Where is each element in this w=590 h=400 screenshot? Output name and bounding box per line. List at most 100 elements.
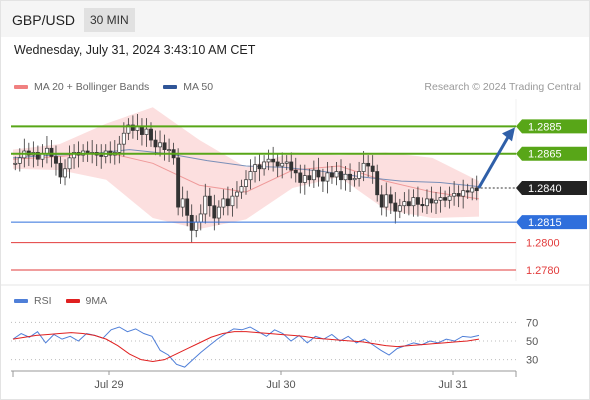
candle-body <box>230 195 235 207</box>
rsi-tick-50: 50 <box>526 336 538 348</box>
candle-body <box>162 142 167 150</box>
candle-body <box>452 193 457 197</box>
candle-body <box>149 128 153 141</box>
candle-body <box>176 157 181 208</box>
level-label-1.2840: 1.2840 <box>528 183 562 195</box>
candle-body <box>139 126 144 135</box>
candle-body <box>235 191 239 197</box>
level-label-1.2885: 1.2885 <box>528 121 562 133</box>
candle-body <box>198 213 203 223</box>
candle-body <box>325 172 330 182</box>
candle-body <box>302 175 307 183</box>
candle-body <box>461 190 466 197</box>
candle-body <box>289 161 294 171</box>
candle-body <box>384 194 389 208</box>
instrument-title: GBP/USD <box>12 12 76 28</box>
candle-body <box>470 187 475 193</box>
candle-body <box>185 198 190 216</box>
level-tag-pivot <box>516 215 587 230</box>
candle-body <box>280 162 285 167</box>
ma9-line <box>12 331 480 363</box>
candle-body <box>429 198 434 204</box>
legend-item-bollinger: MA 20 + Bollinger Bands <box>14 81 149 93</box>
rsi-line <box>12 326 480 368</box>
candle-body <box>266 158 271 163</box>
candle-body <box>411 197 416 207</box>
candle-body <box>212 205 217 219</box>
candle-body <box>311 169 316 181</box>
candle-body <box>225 198 230 207</box>
candle-body <box>121 132 126 145</box>
candle-body <box>447 195 452 201</box>
level-label-1.2865: 1.2865 <box>528 149 562 161</box>
candle-body <box>67 157 72 170</box>
candle-body <box>465 190 470 193</box>
candle-body <box>17 157 22 164</box>
candle-body <box>35 152 40 160</box>
timestamp: Wednesday, July 31, 2024 3:43:10 AM CET <box>14 43 256 57</box>
level-tag-resistance <box>516 146 587 161</box>
candle-body <box>126 124 131 134</box>
rsi-tick-70: 70 <box>526 317 538 329</box>
candle-body <box>320 176 325 182</box>
candle-body <box>216 206 221 219</box>
candle-body <box>153 139 158 148</box>
candle-body <box>248 171 253 181</box>
x-tick-label: Jul 31 <box>438 379 467 391</box>
candle-body <box>144 128 149 135</box>
rsi-tick-30: 30 <box>526 355 538 367</box>
level-label-1.2800: 1.2800 <box>526 238 560 250</box>
level-tag-current <box>516 180 587 195</box>
candle-body <box>330 172 334 178</box>
candle-body <box>334 171 339 178</box>
candle-body <box>63 168 67 178</box>
header-bar: GBP/USD 30 MIN <box>1 1 589 37</box>
candle-body <box>361 162 366 172</box>
candle-body <box>375 171 380 196</box>
candle-body <box>239 186 244 193</box>
candle-body <box>180 198 185 208</box>
candle-body <box>275 161 280 167</box>
candle-body <box>397 205 402 212</box>
bollinger-band-area <box>13 107 479 229</box>
candle-body <box>49 147 54 157</box>
timeframe-button[interactable]: 30 MIN <box>84 8 135 32</box>
candle-body <box>370 165 375 172</box>
credit-text: Research © 2024 Trading Central <box>424 81 581 93</box>
candle-body <box>244 179 248 187</box>
candle-body <box>262 161 267 170</box>
candle-body <box>352 178 357 181</box>
legend-label-rsi: RSI <box>34 295 52 307</box>
candle-body <box>443 197 448 201</box>
candle-body <box>207 195 212 207</box>
candle-body <box>54 156 58 164</box>
candle-body <box>425 198 429 207</box>
x-tick-label: Jul 30 <box>266 379 295 391</box>
candle-body <box>298 172 303 183</box>
candle-body <box>402 201 407 207</box>
candle-body <box>253 164 257 172</box>
forecast-arrow-line <box>477 134 511 189</box>
candle-body <box>167 149 172 151</box>
candle-body <box>221 198 226 208</box>
bollinger-swatch-icon <box>14 85 28 89</box>
candle-body <box>366 162 371 167</box>
candle-body <box>271 158 276 163</box>
level-label-1.2815: 1.2815 <box>528 217 562 229</box>
level-tag-resistance <box>516 119 587 134</box>
candle-body <box>348 173 353 181</box>
forecast-arrow-icon <box>502 127 515 142</box>
candle-body <box>293 169 298 174</box>
rsi-legend: RSI 9MA <box>14 295 121 307</box>
candle-body <box>339 171 343 181</box>
level-label-1.2780: 1.2780 <box>526 265 560 277</box>
candle-body <box>257 164 262 170</box>
candle-body <box>357 171 362 179</box>
candle-body <box>72 152 77 159</box>
candle-body <box>415 197 420 205</box>
ma50-swatch-icon <box>163 85 178 89</box>
candle-body <box>393 202 398 212</box>
candle-body <box>434 199 438 204</box>
